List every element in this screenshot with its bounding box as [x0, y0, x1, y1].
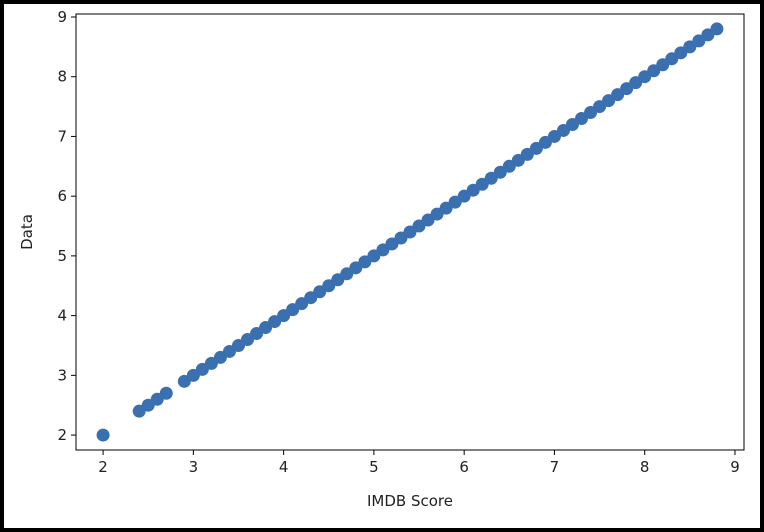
x-tick-label: 3 [189, 458, 199, 476]
scatter-plot: 2 3 4 5 6 7 8 9 2 3 4 5 6 7 8 9 IMDB Score Data [18, 8, 745, 510]
data-points [96, 22, 724, 442]
x-tick-label: 7 [550, 458, 560, 476]
y-tick-label: 2 [57, 426, 67, 444]
y-tick-label: 3 [57, 366, 67, 384]
y-axis-label: Data [18, 214, 36, 250]
x-tick-label: 4 [279, 458, 289, 476]
x-tick-label: 6 [459, 458, 469, 476]
x-tick-label: 5 [369, 458, 379, 476]
data-point [159, 386, 173, 400]
x-tick-label: 2 [98, 458, 108, 476]
chart-figure: 2 3 4 5 6 7 8 9 2 3 4 5 6 7 8 9 IMDB Score Data [4, 4, 760, 528]
plot-frame [75, 13, 745, 451]
x-tick-label: 8 [640, 458, 650, 476]
x-axis-ticks: 2 3 4 5 6 7 8 9 [98, 450, 740, 476]
y-tick-label: 6 [57, 187, 67, 205]
x-axis-label: IMDB Score [367, 492, 453, 510]
y-tick-label: 7 [57, 127, 67, 145]
y-tick-label: 5 [57, 247, 67, 265]
data-point [96, 428, 110, 442]
x-tick-label: 9 [730, 458, 740, 476]
data-point [710, 22, 724, 36]
y-axis-ticks: 2 3 4 5 6 7 8 9 [57, 8, 76, 444]
y-tick-label: 9 [57, 8, 67, 26]
y-tick-label: 4 [57, 307, 67, 325]
y-tick-label: 8 [57, 68, 67, 86]
